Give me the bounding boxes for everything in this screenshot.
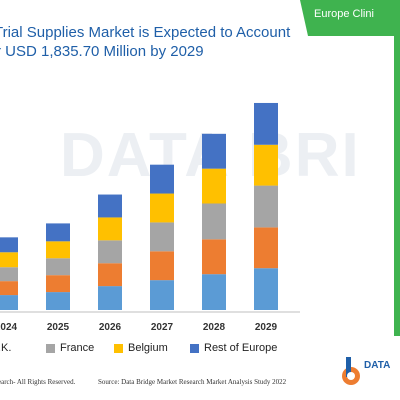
corner-banner: Europe Clini [300,0,400,36]
logo-text: DATA [364,360,391,371]
bar-2024-segment-3 [0,252,18,268]
bar-2028-segment-0 [202,274,226,310]
bar-2029-segment-1 [254,227,278,269]
legend-label-france: France [60,342,95,354]
bar-2028-segment-1 [202,239,226,275]
bar-2025-segment-4 [46,223,70,242]
bar-2028-segment-2 [202,203,226,240]
bar-2026-segment-0 [98,286,122,310]
bar-2027-segment-4 [150,164,174,194]
chart-title-line-1: Trial Supplies Market is Expected to Acc… [0,24,291,41]
bar-2027-segment-0 [150,280,174,310]
bar-2024-segment-1 [0,281,18,296]
bar-2024-segment-0 [0,295,18,310]
legend-label-belgium: Belgium [128,342,168,354]
x-tick-2024: 2024 [0,322,18,333]
bar-2026-segment-4 [98,194,122,218]
bar-2027-segment-3 [150,193,174,223]
bar-2028-segment-4 [202,133,226,169]
footer-copyright: earch- All Rights Reserved. [0,378,76,386]
legend-swatch-belgium [114,343,123,353]
bar-2026-segment-1 [98,263,122,287]
legend-item-belgium: Belgium [114,342,168,354]
logo-icon [342,357,360,385]
bar-2024-segment-2 [0,267,18,282]
x-tick-labels: 2024 2025 2026 2027 2028 2029 [0,322,278,333]
x-tick-2025: 2025 [47,322,70,333]
bar-2029-segment-2 [254,185,278,228]
side-accent-bar [394,36,400,336]
bar-2029-segment-0 [254,268,278,310]
x-tick-2027: 2027 [151,322,174,333]
legend-label-rest-of-europe: Rest of Europe [204,342,278,354]
bars-group [0,102,278,310]
legend-item-uk: .K. [0,342,11,354]
legend-swatch-rest-of-europe [190,343,199,353]
bar-2024-segment-4 [0,237,18,253]
legend-item-france: France [46,342,94,354]
bar-2029-segment-4 [254,102,278,145]
legend-item-rest-of-europe: Rest of Europe [190,342,277,354]
legend-swatch-france [46,343,55,353]
bar-2025-segment-2 [46,258,70,276]
corner-banner-label: Europe Clini [314,8,374,20]
x-tick-2026: 2026 [99,322,122,333]
bar-2025-segment-3 [46,241,70,259]
bar-2025-segment-1 [46,275,70,293]
bar-2026-segment-3 [98,217,122,241]
bar-2028-segment-3 [202,168,226,204]
x-tick-2029: 2029 [255,322,278,333]
bar-2026-segment-2 [98,240,122,264]
chart-title-line-2: r USD 1,835.70 Million by 2029 [0,43,204,60]
brand-logo: DATA [340,354,400,394]
legend-label-uk: .K. [0,342,12,354]
x-tick-2028: 2028 [203,322,226,333]
bar-2025-segment-0 [46,292,70,310]
bar-2027-segment-2 [150,222,174,252]
bar-2029-segment-3 [254,144,278,186]
bar-2027-segment-1 [150,251,174,281]
footer-source: Source: Data Bridge Market Research Mark… [98,378,287,386]
